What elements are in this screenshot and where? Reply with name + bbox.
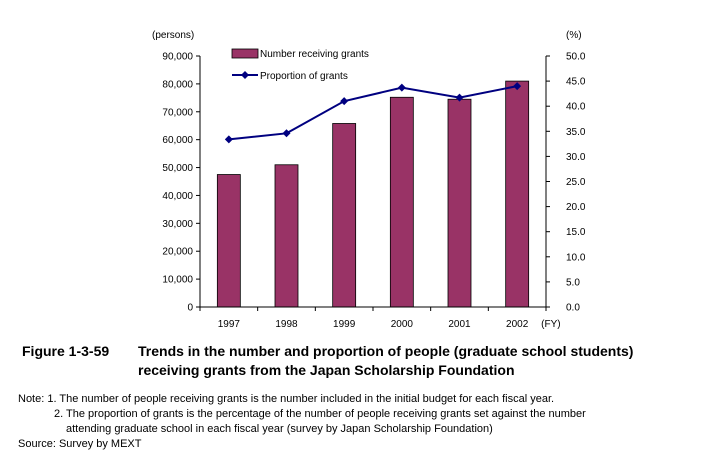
proportion-line	[228, 85, 518, 141]
figure-title-line1: Trends in the number and proportion of p…	[138, 343, 634, 359]
legend-bar-label: Number receiving grants	[260, 49, 369, 60]
right-tick-label: 45.0	[566, 77, 586, 88]
note-2-line2: attending graduate school in each fiscal…	[66, 423, 493, 435]
bar-2001	[447, 98, 472, 308]
line-marker-2001	[455, 93, 464, 102]
bar-2002	[505, 80, 530, 308]
left-tick-label: 90,000	[162, 52, 193, 63]
right-tick-label: 10.0	[566, 252, 586, 263]
left-tick-label: 10,000	[162, 275, 193, 286]
left-tick-label: 50,000	[162, 163, 193, 174]
legend-line-marker	[241, 71, 249, 79]
bar-2000	[389, 96, 414, 308]
x-tick-label: 1999	[333, 319, 356, 330]
right-tick-label: 40.0	[566, 102, 586, 113]
bar-1997	[216, 174, 241, 308]
left-tick-label: 60,000	[162, 135, 193, 146]
line-marker-1997	[224, 135, 233, 144]
line-marker-2000	[397, 83, 406, 92]
right-tick-label: 20.0	[566, 202, 586, 213]
left-tick-label: 30,000	[162, 219, 193, 230]
x-tick-label: 2001	[448, 319, 471, 330]
line-series	[224, 82, 522, 144]
bar-series	[216, 80, 530, 308]
right-tick-label: 0.0	[566, 303, 580, 314]
legend-bar-swatch	[231, 48, 259, 59]
bar-1998	[274, 164, 299, 308]
right-tick-label: 5.0	[566, 277, 580, 288]
line-marker-2002	[513, 82, 522, 91]
notes: Note: 1. The number of people receiving …	[18, 392, 586, 452]
right-axis-unit: (%)	[566, 30, 582, 41]
note-1: Note: 1. The number of people receiving …	[18, 393, 555, 405]
legend: Number receiving grants Proportion of gr…	[231, 48, 369, 82]
figure-title-line2: receiving grants from the Japan Scholars…	[138, 362, 515, 378]
left-tick-label: 40,000	[162, 191, 193, 202]
right-tick-label: 35.0	[566, 127, 586, 138]
bar-1999	[332, 123, 357, 308]
x-tick-label: 2002	[506, 319, 529, 330]
figure-caption: Figure 1-3-59 Trends in the number and pr…	[22, 342, 633, 380]
left-axis-unit: (persons)	[152, 30, 194, 41]
note-2-line1: 2. The proportion of grants is the perce…	[54, 408, 586, 420]
figure-label: Figure 1-3-59	[22, 343, 110, 359]
left-tick-label: 20,000	[162, 247, 193, 258]
legend-line-label: Proportion of grants	[260, 71, 348, 82]
x-tick-label: 2000	[391, 319, 414, 330]
line-marker-1998	[282, 129, 291, 138]
axes: 0 10,000 20,000 30,000 40,000 50,000 60,000 70,…	[162, 52, 585, 331]
right-tick-label: 15.0	[566, 227, 586, 238]
source-note: Source: Survey by MEXT	[18, 438, 142, 450]
left-tick-label: 70,000	[162, 107, 193, 118]
line-marker-1999	[340, 97, 349, 106]
x-tick-label: 1998	[275, 319, 298, 330]
x-tick-label: 1997	[218, 319, 241, 330]
right-tick-label: 50.0	[566, 52, 586, 63]
x-axis-unit: (FY)	[541, 319, 560, 330]
right-tick-label: 30.0	[566, 152, 586, 163]
left-tick-label: 80,000	[162, 79, 193, 90]
combo-chart: (persons) (%) (FY) 0 10,000 20,000 30,000 40…	[152, 30, 586, 331]
left-tick-label: 0	[187, 303, 193, 314]
right-tick-label: 25.0	[566, 177, 586, 188]
